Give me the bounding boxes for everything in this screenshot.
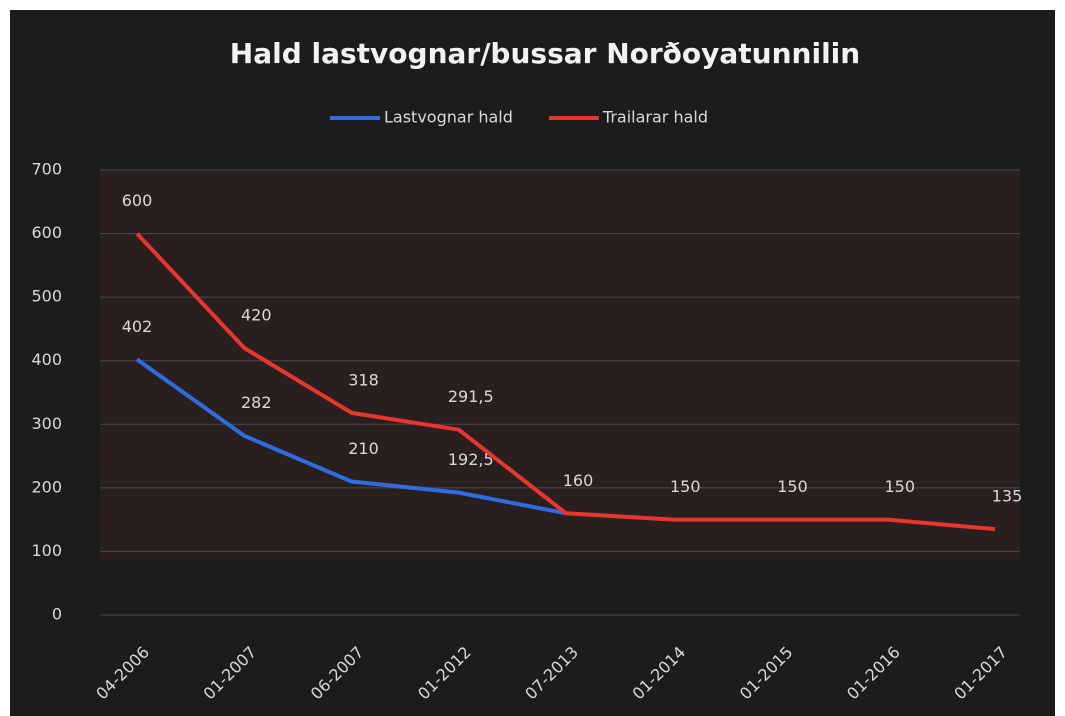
y-tick-label: 500 [31, 287, 62, 306]
y-tick-label: 300 [31, 414, 62, 433]
legend-label: Lastvognar hald [384, 108, 513, 127]
plot-area [100, 170, 1020, 560]
y-tick-label: 0 [52, 605, 62, 624]
series-line [135, 232, 996, 532]
data-label: 282 [241, 393, 272, 412]
data-label: 192,5 [448, 450, 494, 469]
y-tick-label: 700 [31, 160, 62, 179]
data-label: 150 [884, 477, 915, 496]
data-label: 160 [563, 471, 594, 490]
data-label: 600 [122, 191, 153, 210]
data-label: 318 [348, 370, 379, 389]
chart-title: Hald lastvognar/bussar Norðoyatunnilin [230, 37, 860, 70]
data-label: 150 [777, 477, 808, 496]
data-label: 402 [122, 317, 153, 336]
data-label: 420 [241, 306, 272, 325]
data-label: 150 [670, 477, 701, 496]
series-line [135, 357, 567, 516]
data-label: 135 [992, 487, 1023, 506]
y-tick-label: 200 [31, 477, 62, 496]
y-tick-label: 100 [31, 541, 62, 560]
legend-label: Trailarar hald [602, 108, 708, 127]
y-tick-label: 600 [31, 223, 62, 242]
data-label: 210 [348, 439, 379, 458]
y-tick-label: 400 [31, 350, 62, 369]
data-label: 291,5 [448, 387, 494, 406]
